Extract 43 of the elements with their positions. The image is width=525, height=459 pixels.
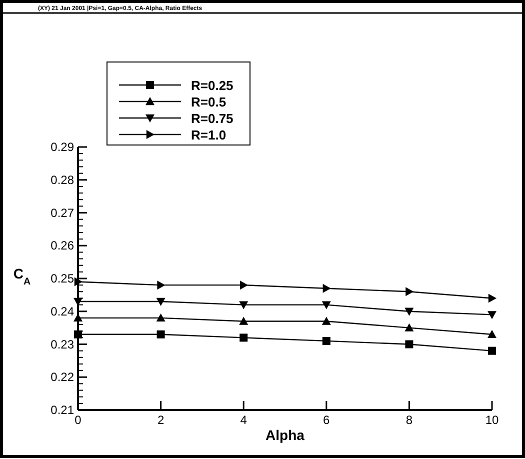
point <box>404 323 414 332</box>
x-axis-title: Alpha <box>266 427 305 443</box>
point <box>488 294 496 303</box>
y-tick-label: 0.27 <box>50 206 74 220</box>
x-tick-label: 2 <box>157 413 164 427</box>
y-tick-label: 0.24 <box>50 304 74 318</box>
point <box>488 311 496 320</box>
y-tick-label: 0.26 <box>50 238 74 253</box>
point <box>322 284 331 293</box>
point <box>240 280 248 290</box>
x-tick-label: 8 <box>406 413 413 427</box>
point <box>405 340 414 348</box>
point <box>488 346 496 355</box>
point <box>239 316 248 325</box>
point <box>404 308 414 316</box>
point <box>74 330 82 338</box>
y-axis-title: C$_{A}$ <box>13 266 31 287</box>
y-tick-label: 0.22 <box>50 370 74 384</box>
point <box>240 334 248 342</box>
point <box>322 301 331 310</box>
y-tick-label: 0.25 <box>50 272 74 286</box>
point <box>156 298 166 306</box>
point <box>488 330 496 338</box>
point <box>156 330 165 338</box>
legend-label: R=0.75 <box>191 111 234 126</box>
legend-label: R=1.0 <box>191 128 226 142</box>
x-tick-label: 0 <box>74 413 82 427</box>
legend-label: R=0.5 <box>191 94 226 110</box>
legend-label: R=0.25 <box>191 78 234 93</box>
point <box>74 277 82 286</box>
point <box>157 280 166 290</box>
point <box>156 313 166 322</box>
x-tick-label: 4 <box>240 413 248 427</box>
y-tick-label: 0.29 <box>50 140 74 154</box>
x-tick-label: 6 <box>323 413 330 427</box>
point <box>406 287 414 296</box>
point <box>322 316 331 325</box>
y-tick-label: 0.28 <box>50 172 74 187</box>
x-tick-label: 10 <box>485 413 499 427</box>
point <box>239 301 248 310</box>
y-tick-label: 0.23 <box>50 337 74 352</box>
point <box>322 336 330 345</box>
y-tick-label: 0.21 <box>50 403 74 417</box>
